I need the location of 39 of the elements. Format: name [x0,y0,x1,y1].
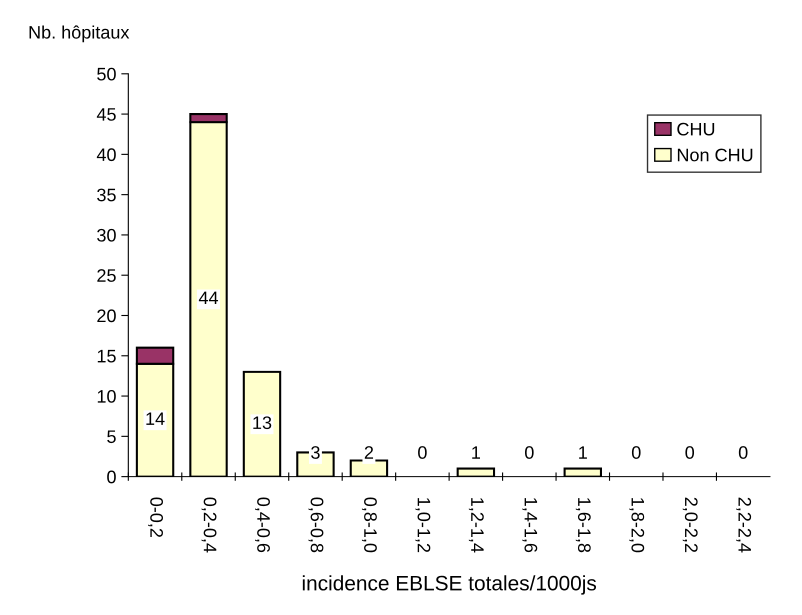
x-tick-label: 0,2-0,4 [202,497,216,552]
legend-label: Non CHU [678,148,752,162]
y-tick-label: 35 [97,188,116,202]
y-axis-title: Nb. hôpitaux [30,25,130,42]
y-tick-label: 15 [98,350,116,362]
legend-label: CHU [677,122,714,136]
y-tick-label: 50 [97,68,116,81]
y-tick-label: 0 [107,470,116,484]
data-label: 0 [418,446,427,459]
y-tick-label: 40 [96,148,116,162]
x-tick-label: 2,0-2,2 [682,498,698,552]
x-tick-label: 1,6-1,8 [576,498,591,552]
x-tick-label: 2,2-2,4 [736,498,752,552]
data-label: 44 [198,292,218,304]
y-tick-label: 10 [98,390,116,403]
y-tick-label: 30 [97,228,116,242]
x-axis-title: incidence EBLSE totales/1000js [302,575,596,595]
y-tick-label: 20 [97,309,116,322]
x-tick-label: 0,6-0,8 [308,497,324,552]
x-tick-label: 0,8-1,0 [362,497,377,552]
x-tick-label: 1,0-1,2 [415,498,430,552]
data-label: 13 [253,416,272,430]
y-tick-label: 25 [97,269,116,282]
data-label: 0 [685,446,694,459]
data-label: 1 [472,446,480,459]
y-tick-label: 45 [96,108,116,121]
data-label: 14 [146,412,165,425]
data-label: 1 [579,446,587,459]
x-tick-label: 1,4-1,6 [522,498,538,552]
data-label: 0 [525,446,534,459]
x-tick-label: 1,2-1,4 [468,498,484,552]
x-tick-label: 0,4-0,6 [255,497,270,552]
y-tick-label: 5 [107,430,116,444]
data-label: 0 [738,446,748,459]
data-label: 3 [311,446,320,459]
x-tick-label: 0-0,2 [148,497,163,538]
data-label: 0 [632,446,641,459]
x-tick-label: 1,8-2,0 [629,498,644,552]
data-label: 2 [364,446,374,459]
